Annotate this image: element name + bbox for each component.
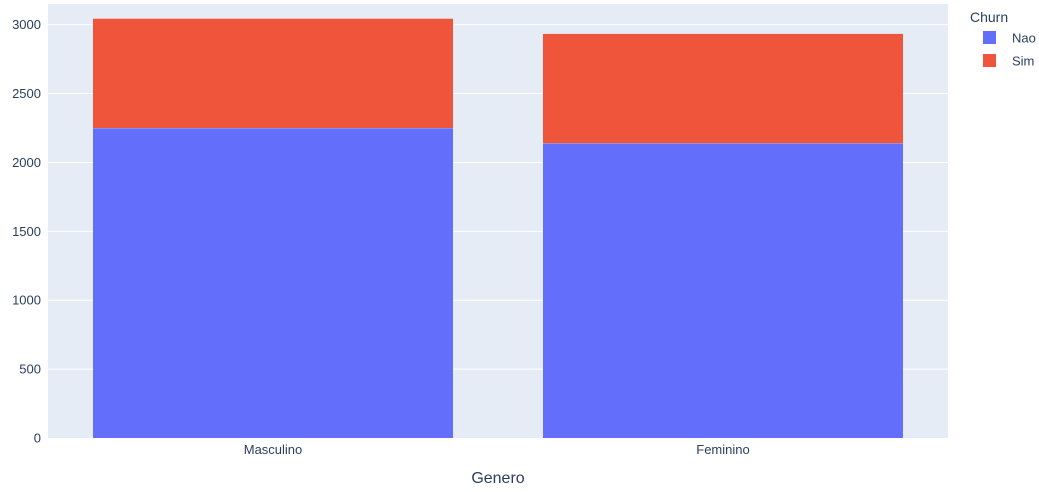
y-tick-label: 2000 — [12, 155, 41, 170]
legend-label-nao: Nao — [1012, 31, 1036, 46]
legend-title: Churn — [970, 9, 1008, 25]
y-tick-label: 1500 — [12, 224, 41, 239]
x-tick-label: Feminino — [696, 442, 749, 457]
bar-sim-masculino — [93, 18, 453, 128]
bar-nao-feminino — [543, 143, 903, 438]
bar-nao-masculino — [93, 128, 453, 438]
y-tick-label: 0 — [34, 431, 41, 446]
legend-swatch-sim — [983, 54, 996, 67]
bars — [93, 18, 903, 438]
y-tick-label: 3000 — [12, 17, 41, 32]
y-tick-label: 2500 — [12, 86, 41, 101]
y-tick-label: 1000 — [12, 293, 41, 308]
x-axis-ticks: Masculino Feminino — [244, 442, 750, 457]
bar-sim-feminino — [543, 33, 903, 144]
y-axis-ticks: 0 500 1000 1500 2000 2500 3000 — [12, 17, 41, 445]
x-axis-title: Genero — [471, 470, 524, 487]
legend-label-sim: Sim — [1012, 54, 1034, 69]
y-tick-label: 500 — [19, 362, 41, 377]
legend-swatch-nao — [983, 31, 996, 44]
legend: Churn Nao Sim — [970, 9, 1036, 69]
x-tick-label: Masculino — [244, 442, 303, 457]
